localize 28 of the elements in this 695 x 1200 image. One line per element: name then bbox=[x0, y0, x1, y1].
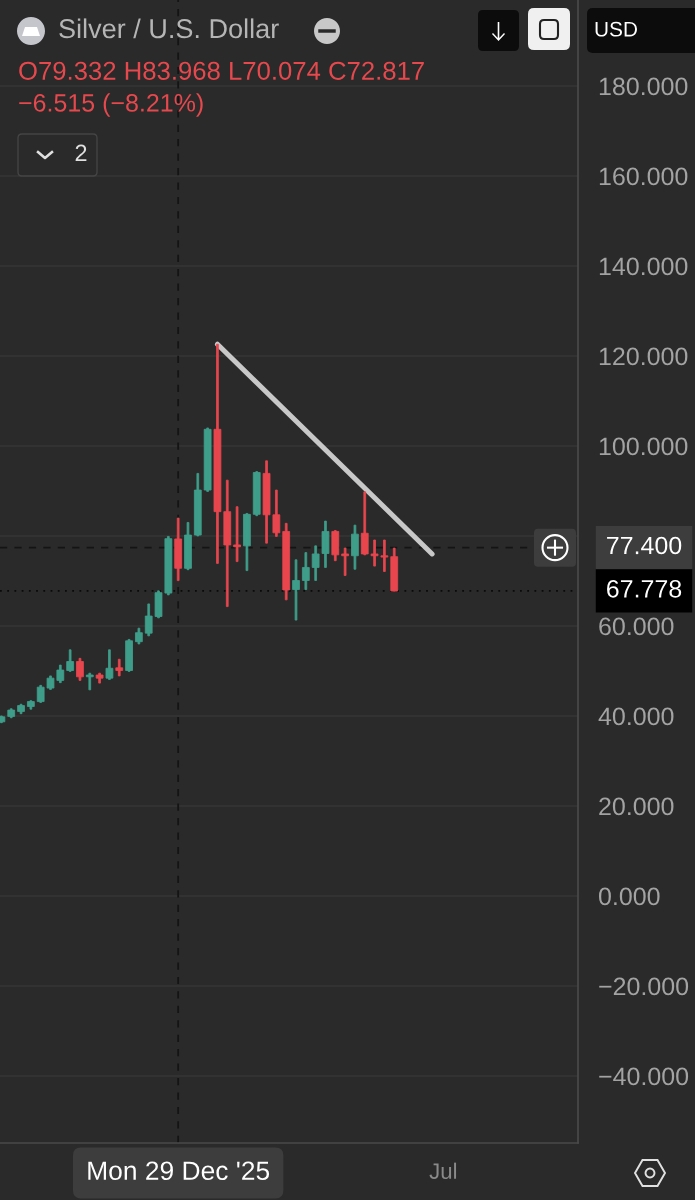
x-tick-label: Jul bbox=[429, 1162, 457, 1179]
y-tick-label: 160.000 bbox=[599, 167, 688, 186]
candlestick bbox=[341, 547, 349, 576]
y-tick-label: 60.000 bbox=[599, 617, 674, 636]
ref-line-label: 67.778 bbox=[607, 579, 682, 598]
y-tick-label: −20.000 bbox=[599, 977, 689, 996]
y-tick-label: 0.000 bbox=[598, 887, 660, 906]
candlestick bbox=[105, 649, 114, 680]
y-tick-label: 120.000 bbox=[599, 347, 688, 366]
y-tick-label: 140.000 bbox=[599, 257, 688, 276]
annotation: O79.332 H83.968 L70.074 C72.817 bbox=[19, 61, 424, 80]
y-tick-label: 100.000 bbox=[599, 437, 688, 456]
text: USD bbox=[595, 21, 637, 37]
x-tick-label: Mon 29 Dec '25 bbox=[88, 1161, 270, 1181]
annotation: 2 bbox=[75, 144, 87, 162]
ref-line-label: 77.400 bbox=[607, 536, 682, 555]
y-tick-label: 40.000 bbox=[598, 707, 674, 726]
y-tick-label: 180.000 bbox=[599, 77, 688, 96]
candlestick bbox=[292, 559, 300, 621]
y-tick-label: −40.000 bbox=[599, 1067, 689, 1086]
candlestick bbox=[95, 672, 104, 684]
candlestick bbox=[115, 658, 124, 677]
candlestick bbox=[301, 552, 310, 590]
candlestick bbox=[85, 672, 94, 691]
candlestick bbox=[233, 506, 241, 563]
y-tick-label: 20.000 bbox=[599, 797, 674, 816]
annotation: −6.515 (−8.21%) bbox=[19, 93, 203, 117]
text: Silver / U.S. Dollar bbox=[59, 18, 279, 39]
